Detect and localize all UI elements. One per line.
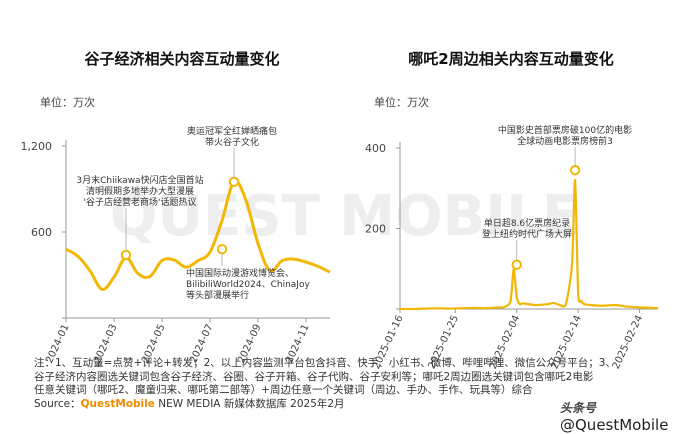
footnotes: 注：1、互动量=点赞+评论+转发；2、以上内容监测平台包含抖音、快手、小红书、微… bbox=[34, 357, 674, 411]
annotation-marker bbox=[228, 176, 240, 188]
annotation-marker bbox=[511, 259, 522, 270]
unit-label-guzi: 单位：万次 bbox=[40, 95, 95, 109]
annotation-marker bbox=[216, 244, 228, 255]
source-line: Source：QuestMobile NEW MEDIA 新媒体数据库 2025… bbox=[34, 398, 674, 412]
chart-title-guzi: 谷子经济相关内容互动量变化 bbox=[84, 50, 279, 68]
y-tick-label: 600 bbox=[31, 226, 52, 239]
footnote-line: 谷子经济内容圈选关键词包含谷子经济、谷圈、谷子开箱、谷子代购、谷子安利等；哪吒2… bbox=[34, 370, 594, 383]
annotation-text: 中国影史首部票房破100亿的电影 bbox=[498, 124, 632, 136]
annotation-text: 中国国际动漫游戏博览会、 bbox=[186, 267, 294, 279]
chart-title-nezha: 哪吒2周边相关内容互动量变化 bbox=[408, 50, 613, 68]
y-tick-label: 1,200 bbox=[21, 140, 53, 153]
source-rest: NEW MEDIA 新媒体数据库 2025年2月 bbox=[154, 397, 345, 410]
annotation-text: 等头部漫展举行 bbox=[186, 289, 249, 301]
annotation-text: 全球动画电影票房榜前3 bbox=[517, 135, 613, 147]
series-line bbox=[399, 179, 659, 311]
y-tick-label: 200 bbox=[365, 223, 386, 236]
background-watermark: QUEST MOBILE bbox=[110, 184, 580, 249]
annotation-text: 清明假期多地举办大型漫展 bbox=[86, 185, 194, 197]
footnote-line: 任意关键词（哪吒2、魔童归来、哪吒第二部等）+周边任意一个关键词（周边、手办、手… bbox=[34, 384, 533, 396]
annotation-text: 登上纽约时代广场大屏 bbox=[482, 228, 572, 240]
annotation-text: 奥运冠军全红婵晒痛包 bbox=[187, 125, 277, 137]
corner-logo: 头条号 bbox=[560, 401, 597, 415]
footnote-line: 注：1、互动量=点赞+评论+转发；2、以上内容监测平台包含抖音、快手、小红书、微… bbox=[34, 357, 616, 369]
unit-label-nezha: 单位：万次 bbox=[374, 95, 429, 109]
source-brand: QuestMobile bbox=[80, 397, 155, 410]
corner-handle: @QuestMobile bbox=[560, 416, 669, 434]
annotation-marker bbox=[120, 249, 132, 261]
annotation-text: BilibiliWorld2024、ChinaJoy bbox=[186, 280, 310, 290]
series-line bbox=[65, 179, 331, 291]
corner-watermark: 头条号@QuestMobile bbox=[560, 398, 690, 434]
annotation-text: 3月末Chiikawa快闪店全国首站 bbox=[76, 174, 203, 186]
annotation-marker bbox=[569, 164, 581, 176]
annotation-text: 单日超8.6亿票房纪录 bbox=[484, 217, 570, 229]
annotation-text: '谷子店经营老商场'话题热议 bbox=[84, 196, 197, 208]
source-prefix: Source： bbox=[34, 397, 81, 410]
annotation-text: 带火谷子文化 bbox=[205, 136, 259, 148]
y-tick-label: 400 bbox=[365, 142, 386, 155]
